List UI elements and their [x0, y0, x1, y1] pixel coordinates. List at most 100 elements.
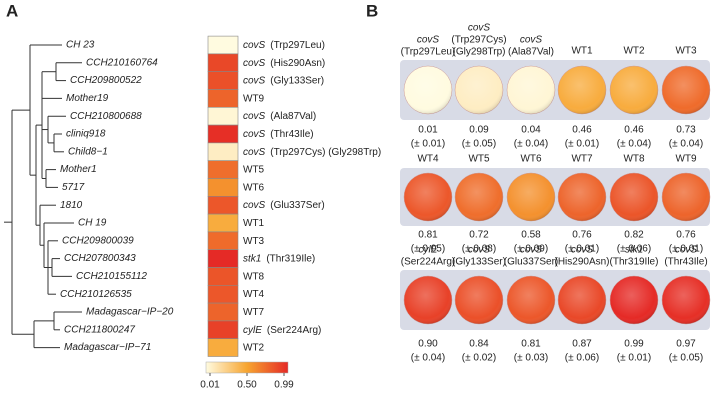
colorbar-label: 0.99 [274, 380, 294, 391]
strain-label: Mother1 [60, 164, 97, 175]
colony-shade [662, 66, 710, 114]
value: 0.82 [624, 230, 644, 241]
error: (± 0.02) [462, 353, 496, 364]
strain-label: CCH210126535 [60, 289, 132, 300]
strain-label: Madagascar−IP−71 [64, 342, 151, 353]
value: 0.01 [418, 125, 438, 136]
colony-shade [610, 276, 658, 324]
strain-label: Madagascar−IP−20 [86, 307, 174, 318]
mutation: (Gly298Trp) [453, 47, 506, 58]
strain-label: 5717 [62, 182, 85, 193]
strain-name: WT6 [243, 182, 265, 193]
colony-shade [662, 276, 710, 324]
mutation: (Gly133Ser) [270, 75, 324, 86]
value: 0.81 [418, 230, 438, 241]
colony-shade [507, 173, 555, 221]
strain-label: CCH210155112 [76, 271, 147, 282]
mutation: (Thr43Ile) [664, 257, 707, 268]
error: (± 0.05) [462, 139, 496, 150]
colony-shade [507, 276, 555, 324]
strain-name: WT9 [675, 154, 697, 165]
gene: stk1 [243, 253, 261, 264]
gene: cylE [243, 324, 262, 335]
strain-name: WT7 [243, 307, 265, 318]
heatmap-cell [207, 160, 239, 179]
strain-label: CCH209800522 [70, 75, 142, 86]
colorbar [205, 361, 289, 374]
gene: covS [243, 146, 266, 157]
strain-name: WT4 [243, 289, 265, 300]
mutation: (Thr43Ile) [270, 129, 313, 140]
value: 0.87 [572, 339, 592, 350]
value: 0.73 [676, 125, 696, 136]
strain-name: WT8 [243, 271, 265, 282]
strain-label: CH 23 [66, 40, 95, 51]
gene: covS [571, 245, 594, 256]
row-label: covS (Trp297Leu) [243, 40, 325, 51]
gene: covS [468, 23, 491, 34]
heatmap-cell [207, 35, 239, 55]
strain-label: Mother19 [66, 93, 109, 104]
row-label: WT7 [243, 307, 265, 318]
heatmap-cell [207, 338, 239, 357]
heatmap-cell [207, 178, 239, 197]
strain-label: Child8−1 [68, 146, 108, 157]
mutation: (Ala87Val) [270, 111, 316, 122]
strain-label: CCH209800039 [62, 235, 134, 246]
heatmap-cell [207, 267, 239, 286]
error: (± 0.05) [411, 244, 445, 255]
value: 0.99 [624, 339, 644, 350]
row-label: WT3 [243, 235, 265, 246]
heatmap-cell [207, 213, 239, 233]
strain-label: CCH210800688 [70, 111, 142, 122]
gene: cylE [419, 245, 438, 256]
strain-label: cliniq918 [66, 129, 106, 140]
colony-shade [404, 66, 452, 114]
colony-shade [507, 66, 555, 114]
value: 0.81 [521, 339, 541, 350]
row-label: WT2 [243, 342, 265, 353]
colony-shade [455, 276, 503, 324]
colony-shade [558, 66, 606, 114]
heatmap-cell [207, 302, 239, 322]
colony-shade [404, 276, 452, 324]
strain-name: WT2 [243, 342, 265, 353]
row-label: WT5 [243, 164, 265, 175]
heatmap-cell [207, 71, 239, 90]
value: 0.58 [521, 230, 541, 241]
value: 0.76 [676, 230, 696, 241]
heatmap-cell [207, 231, 239, 250]
value: 0.46 [572, 125, 592, 136]
colony-shade [455, 66, 503, 114]
strain-name: WT4 [417, 154, 439, 165]
gene: covS [520, 35, 543, 46]
gene: covS [468, 245, 491, 256]
error: (± 0.04) [514, 139, 548, 150]
mutation: (Glu337Ser) [270, 200, 324, 211]
strain-name: WT8 [623, 154, 645, 165]
strain-name: WT2 [623, 46, 645, 57]
mutation: (Ser224Arg) [401, 257, 455, 268]
panel-label: B [366, 1, 378, 20]
mutation: (Glu337Ser) [504, 257, 558, 268]
strain-label: CCH210160764 [86, 57, 158, 68]
row-label: WT1 [243, 218, 265, 229]
colorbar-label: 0.50 [237, 380, 257, 391]
gene: covS [243, 111, 266, 122]
mutation: (Trp297Cys) [451, 35, 506, 46]
heatmap-cell [207, 320, 239, 339]
heatmap-cell [207, 89, 239, 108]
value: 0.72 [469, 230, 489, 241]
row-label: covS (Ala87Val) [243, 111, 316, 122]
error: (± 0.04) [669, 139, 703, 150]
strain-name: WT5 [243, 164, 265, 175]
gene: covS [520, 245, 543, 256]
error: (± 0.06) [617, 244, 651, 255]
gene: covS [243, 200, 266, 211]
heatmap-cell [207, 196, 239, 215]
row-label: covS (Glu337Ser) [243, 200, 325, 211]
gene: covS [243, 129, 266, 140]
row-label: covS (Thr43Ile) [243, 129, 314, 140]
value: 0.84 [469, 339, 489, 350]
heatmap-cell [207, 107, 239, 126]
